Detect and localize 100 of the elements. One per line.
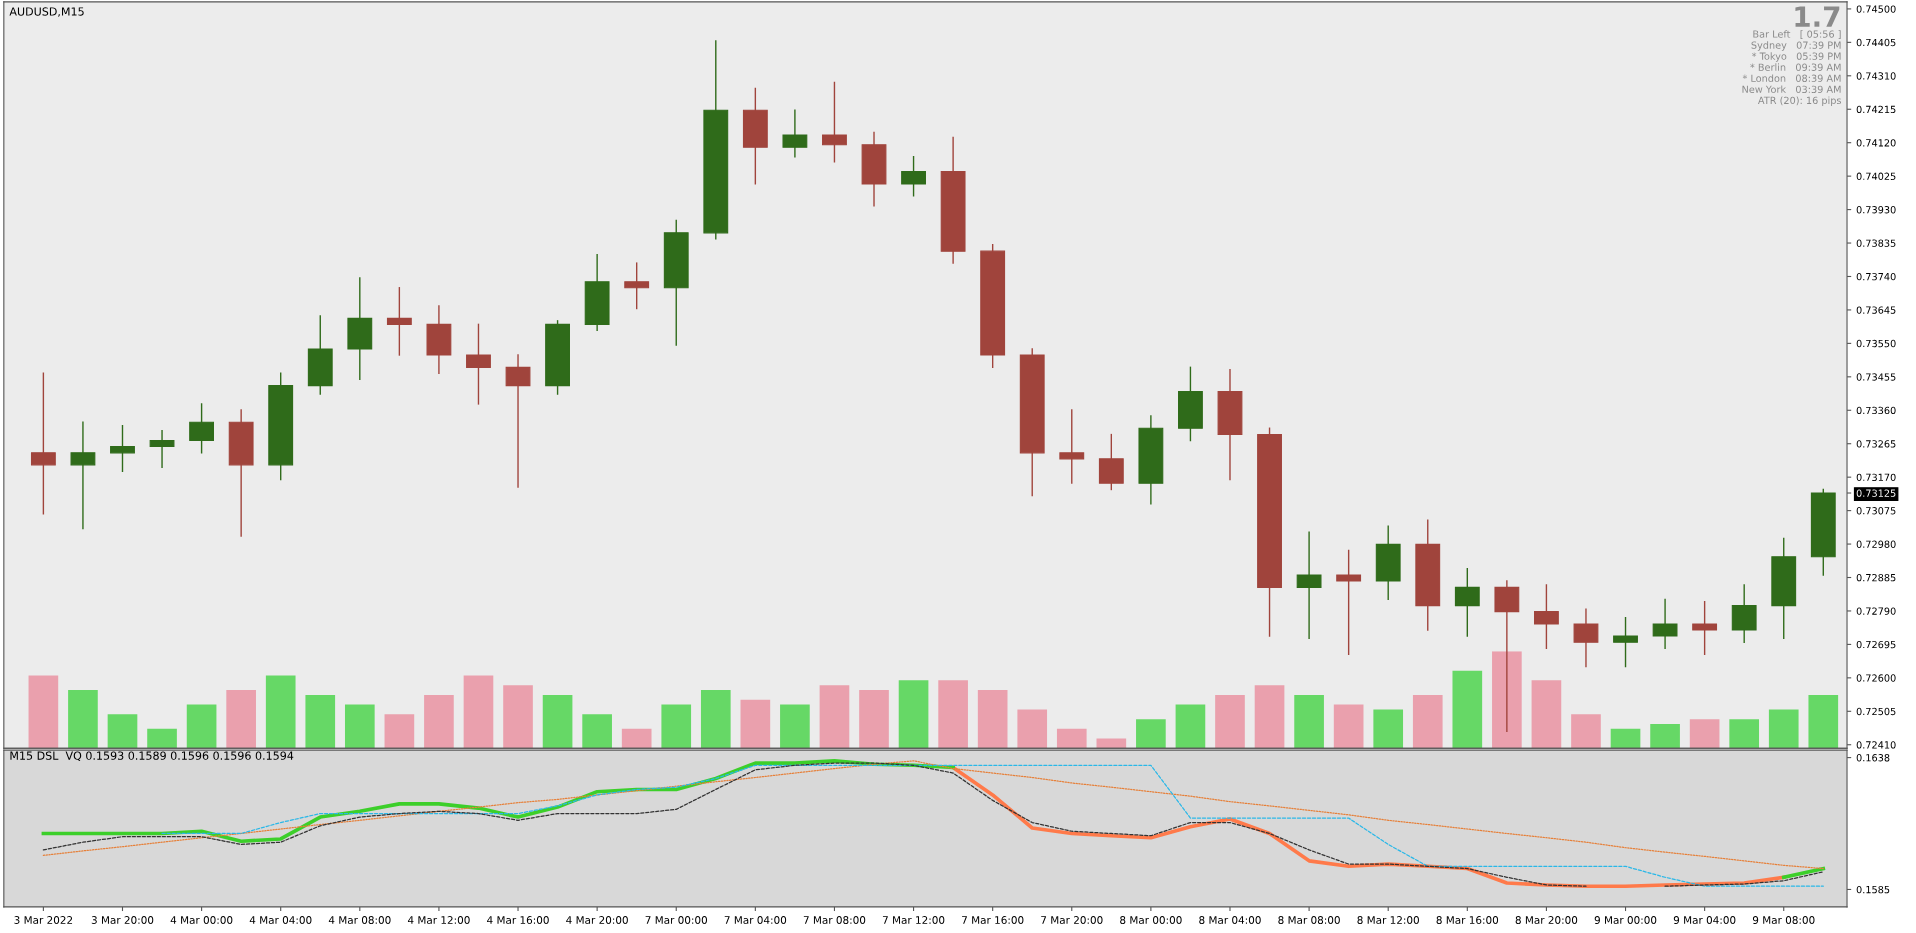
bar [384, 714, 415, 749]
bar [740, 699, 771, 749]
annotation: Sydney 07:39 PM [1751, 41, 1841, 51]
candlestick [1652, 598, 1678, 649]
bar [1452, 670, 1483, 749]
bar [700, 690, 731, 749]
bar [344, 704, 375, 749]
x-tick-label: 3 Mar 20:00 [91, 916, 154, 924]
bar [424, 694, 454, 749]
y-tick-label: 0.73125 [1856, 489, 1896, 497]
candlestick [624, 262, 650, 310]
y-tick-label: 0.73740 [1856, 272, 1896, 281]
candlestick [1336, 549, 1362, 655]
candlestick [189, 403, 215, 454]
bar [1571, 714, 1601, 749]
y-tick-label: 0.1585 [1856, 885, 1890, 894]
y-tick-label: 0.74500 [1856, 5, 1896, 13]
bar [1729, 719, 1760, 749]
y-tick-label: 0.72790 [1856, 607, 1896, 615]
bar [898, 680, 929, 749]
x-tick-label: 7 Mar 04:00 [724, 916, 787, 924]
x-tick-label: 7 Mar 00:00 [645, 916, 708, 924]
bar [305, 694, 336, 749]
bar [265, 675, 296, 749]
bar [463, 675, 494, 749]
bar [68, 690, 98, 749]
bar [1650, 724, 1680, 749]
chart-title: M15 DSL VQ 0.1593 0.1589 0.1596 0.1596 0.1594 [10, 751, 294, 762]
bar [977, 690, 1008, 749]
y-tick-label: 0.72885 [1856, 573, 1896, 582]
annotation: * Berlin 09:39 AM [1750, 63, 1841, 71]
x-tick-label: 4 Mar 04:00 [249, 916, 312, 924]
bar [1689, 719, 1720, 749]
bar [147, 728, 177, 749]
bar [1531, 680, 1562, 749]
bar [1333, 704, 1364, 749]
x-tick-label: 7 Mar 16:00 [962, 916, 1024, 924]
bar [1412, 694, 1443, 749]
bar [1136, 719, 1166, 749]
x-tick-label: 8 Mar 00:00 [1120, 916, 1182, 924]
bar [1610, 728, 1641, 749]
bar [661, 704, 692, 749]
x-tick-label: 4 Mar 20:00 [566, 916, 628, 924]
bar [1017, 709, 1048, 749]
y-tick-label: 0.72505 [1856, 707, 1896, 716]
candlestick [466, 323, 491, 405]
bar [582, 714, 612, 749]
bar [28, 675, 59, 749]
y-tick-label: 0.74025 [1856, 172, 1896, 180]
candlestick [30, 372, 56, 515]
candlestick [386, 287, 412, 356]
candlestick [110, 425, 135, 472]
x-tick-label: 8 Mar 04:00 [1199, 916, 1261, 924]
bar [226, 690, 256, 749]
y-tick-label: 0.72410 [1856, 741, 1896, 749]
y-tick-label: 0.1638 [1856, 754, 1890, 762]
x-tick-label: 8 Mar 08:00 [1278, 916, 1340, 924]
bar [1215, 694, 1245, 749]
y-tick-label: 0.72695 [1856, 640, 1896, 649]
annotation: Bar Left [ 05:56 ] [1753, 30, 1841, 39]
bar [1096, 738, 1127, 749]
y-tick-label: 0.73170 [1856, 473, 1896, 481]
x-tick-label: 7 Mar 12:00 [882, 916, 945, 924]
candlestick [1296, 531, 1322, 640]
candlestick [70, 421, 96, 530]
y-tick-label: 0.73645 [1856, 306, 1896, 314]
y-tick-label: 0.73835 [1856, 239, 1896, 247]
y-tick-label: 0.73550 [1856, 339, 1896, 348]
candlestick [782, 109, 808, 158]
candlestick [1573, 608, 1599, 668]
x-tick-label: 4 Mar 08:00 [328, 916, 391, 924]
candlestick [149, 429, 175, 469]
x-tick-label: 9 Mar 08:00 [1752, 916, 1815, 924]
x-tick-label: 8 Mar 16:00 [1436, 916, 1499, 924]
x-tick-label: 8 Mar 12:00 [1357, 916, 1419, 924]
bar [503, 685, 533, 749]
x-tick-label: 7 Mar 08:00 [803, 916, 866, 924]
candlestick [901, 156, 926, 197]
x-tick-label: 7 Mar 20:00 [1041, 916, 1103, 924]
x-tick-label: 9 Mar 04:00 [1673, 916, 1736, 924]
candlestick [1692, 601, 1718, 655]
annotation: ATR (20): 16 pips [1758, 96, 1842, 106]
bar [621, 728, 652, 749]
bar [1056, 728, 1087, 749]
bar [1175, 704, 1206, 749]
x-tick-label: 4 Mar 12:00 [407, 916, 470, 924]
chart-title: AUDUSD,M15 [9, 7, 84, 17]
x-tick-label: 4 Mar 00:00 [170, 916, 233, 924]
y-tick-label: 0.73075 [1856, 507, 1896, 515]
candlestick [822, 81, 847, 163]
x-tick-label: 3 Mar 2022 [14, 916, 73, 924]
candlestick [505, 354, 531, 488]
annotation: New York 03:39 AM [1742, 85, 1841, 93]
y-tick-label: 0.73265 [1856, 440, 1896, 448]
y-tick-label: 0.74120 [1856, 139, 1896, 147]
y-tick-label: 0.74310 [1856, 72, 1896, 80]
y-tick-label: 0.73360 [1856, 406, 1896, 415]
y-tick-label: 0.72980 [1856, 540, 1896, 548]
y-tick-label: 0.74405 [1856, 38, 1896, 47]
x-tick-label: 9 Mar 00:00 [1594, 916, 1657, 924]
